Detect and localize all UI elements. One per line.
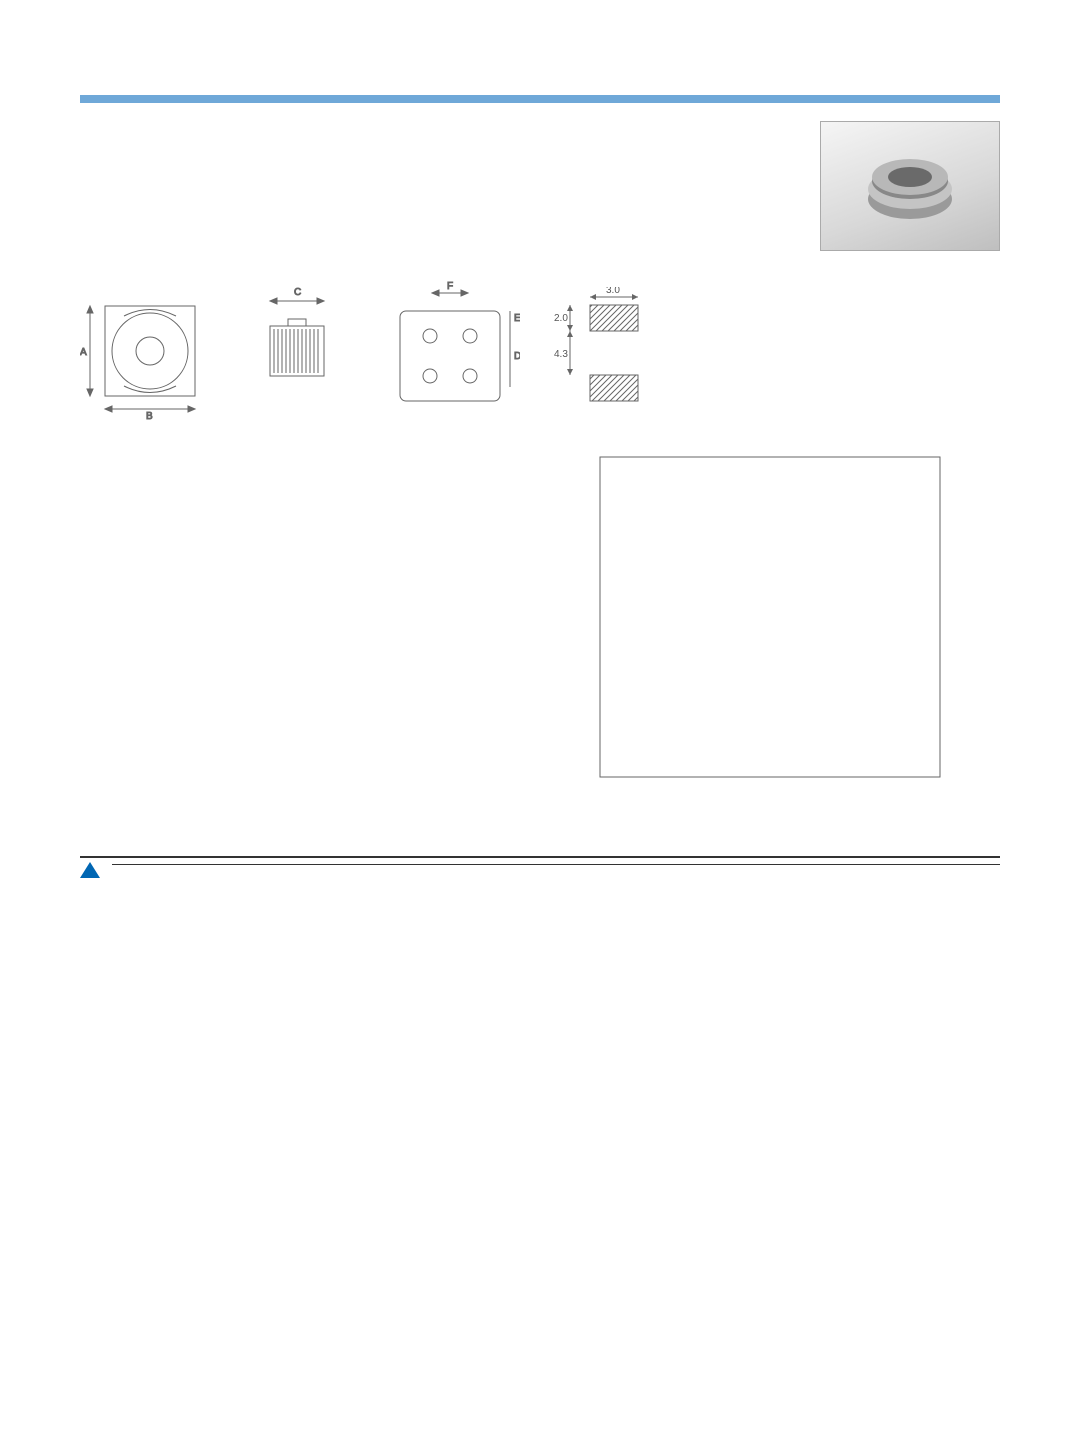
mech-drawings: A B C F E D bbox=[80, 281, 1000, 421]
drawing-top: A B bbox=[80, 281, 220, 421]
pad-patterns: 3.0 2.0 4.3 bbox=[550, 281, 670, 420]
drawing-side: C bbox=[250, 281, 350, 421]
pad-svg: 3.0 2.0 4.3 bbox=[550, 287, 670, 417]
delta-triangle-icon bbox=[80, 862, 100, 878]
svg-text:2.0: 2.0 bbox=[554, 313, 568, 324]
company-name bbox=[112, 862, 1000, 865]
footer bbox=[80, 856, 1000, 878]
svg-text:F: F bbox=[447, 281, 453, 292]
svg-text:3.0: 3.0 bbox=[606, 287, 620, 296]
page-title bbox=[80, 80, 1000, 95]
svg-text:A: A bbox=[80, 347, 87, 358]
drawing-bottom: F E D bbox=[380, 281, 520, 421]
delta-logo bbox=[80, 862, 104, 878]
svg-text:4.3: 4.3 bbox=[554, 349, 568, 360]
svg-text:B: B bbox=[146, 411, 153, 421]
subtitle-bar bbox=[80, 95, 1000, 103]
svg-text:D: D bbox=[514, 351, 520, 362]
svg-text:E: E bbox=[514, 313, 520, 324]
product-photo bbox=[820, 121, 1000, 251]
inductance-chart bbox=[530, 447, 960, 830]
svg-text:C: C bbox=[294, 287, 301, 298]
